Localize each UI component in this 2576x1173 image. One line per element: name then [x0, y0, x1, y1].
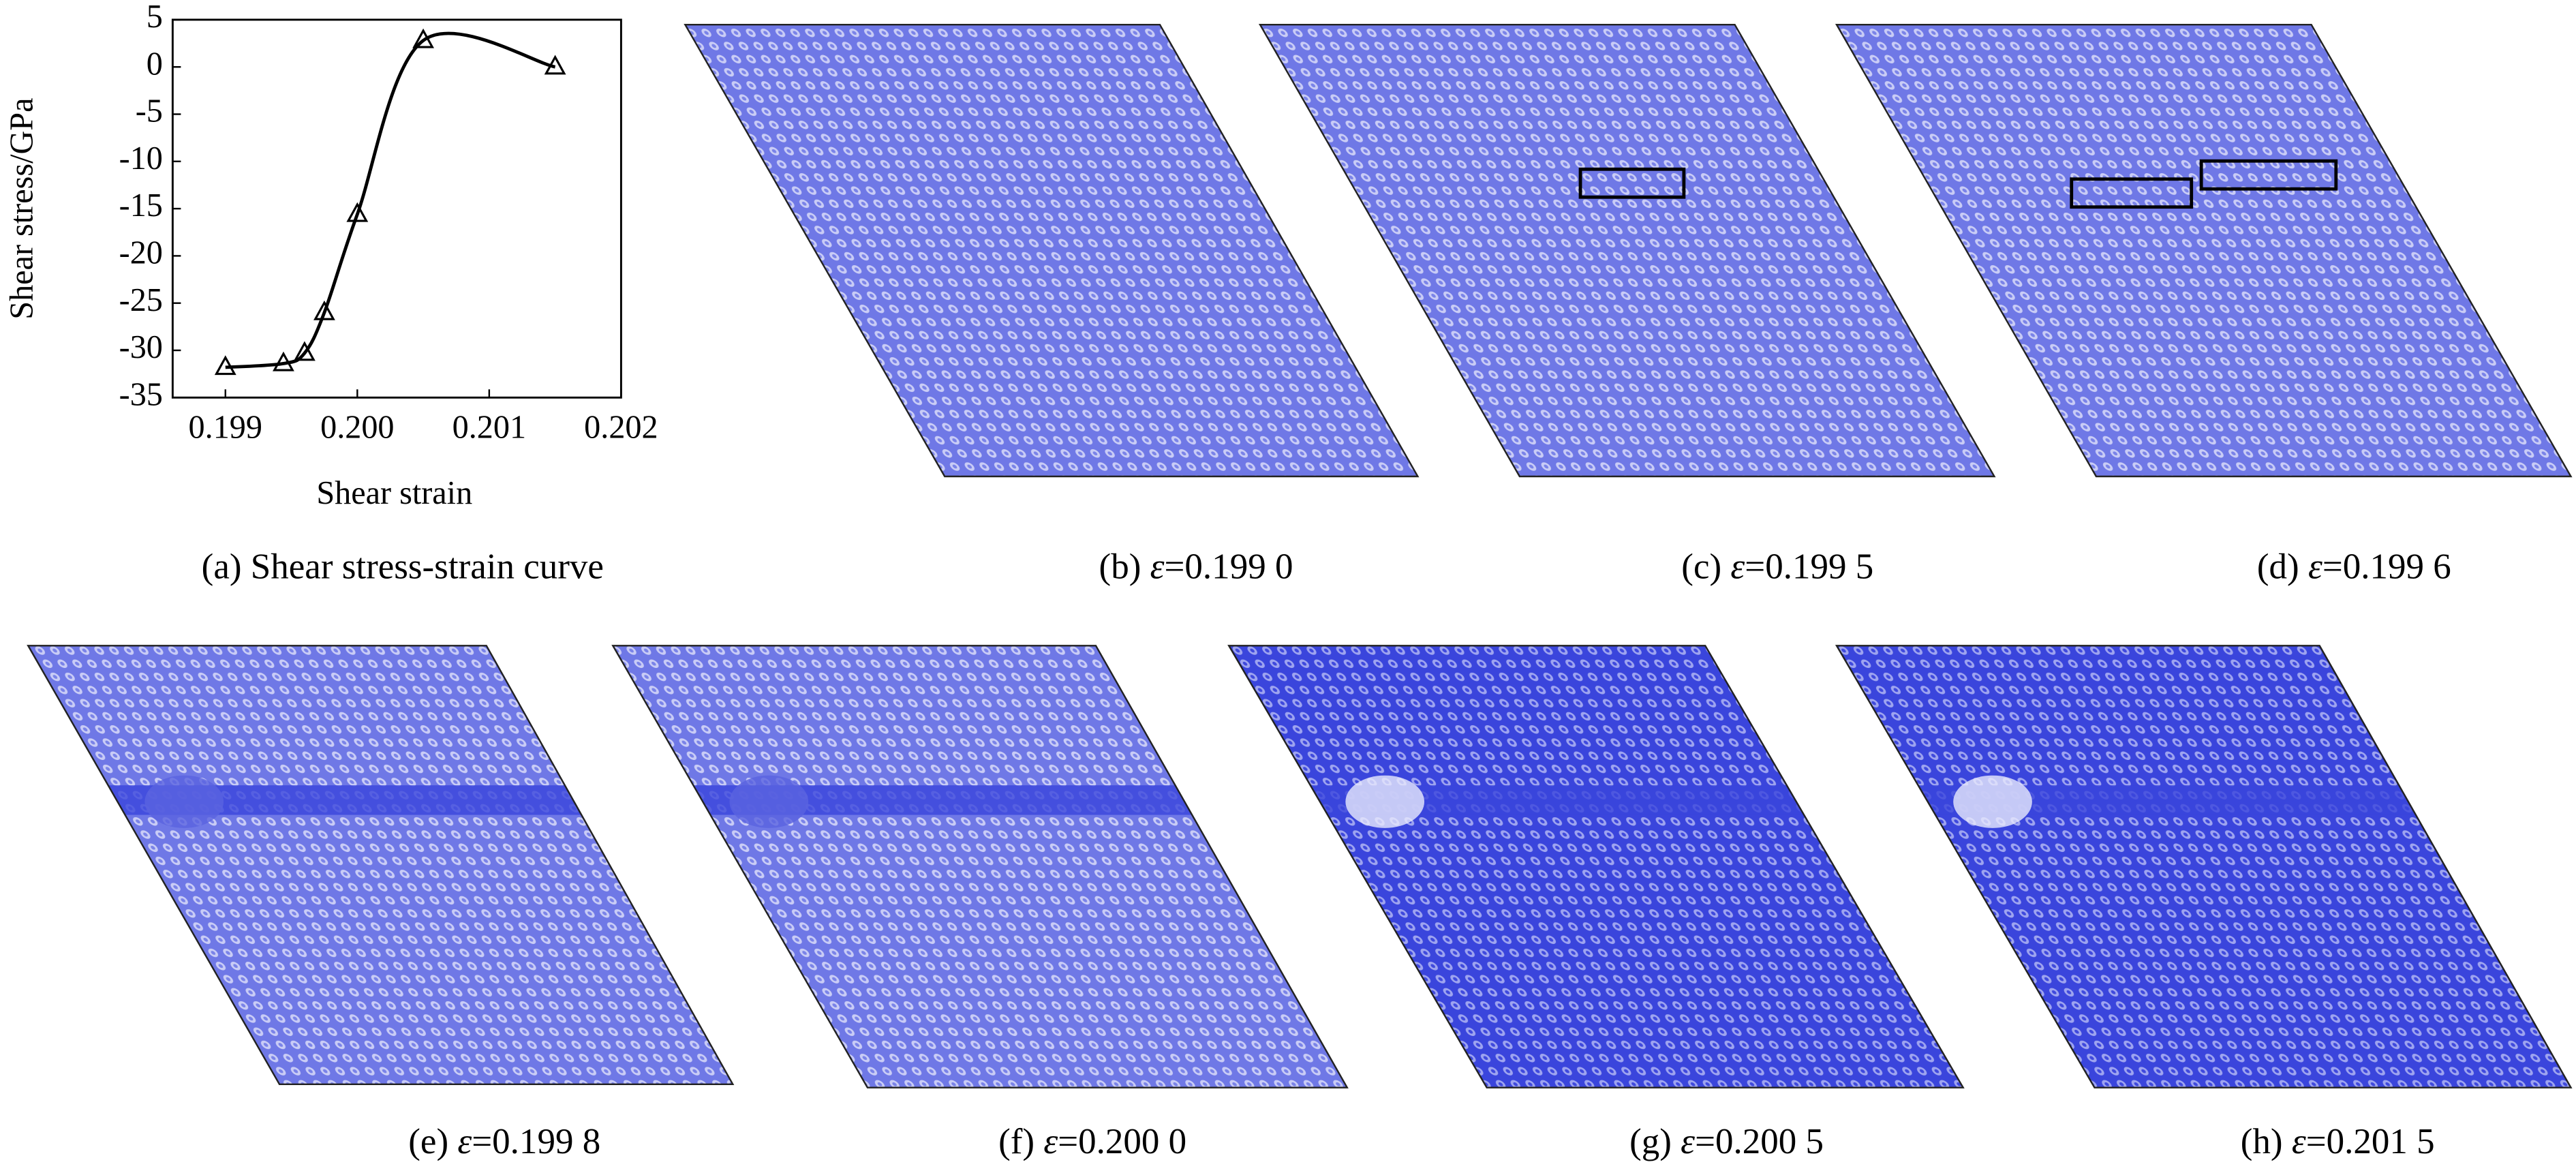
y-axis-label: Shear stress/GPa [3, 98, 40, 320]
defect-spot [1953, 775, 2032, 828]
panel-edge [1835, 645, 2573, 1088]
caption-value: =0.199 8 [472, 1122, 600, 1161]
caption-symbol: ε [2292, 1122, 2306, 1161]
panel-edge [1227, 645, 1965, 1088]
panel-caption: (b) ε=0.199 0 [1099, 547, 1293, 587]
defect-spot [729, 775, 809, 828]
y-tick-label: -20 [119, 234, 163, 271]
x-tick-label: 0.200 [320, 410, 394, 446]
lattice [1837, 645, 2571, 1088]
marker [273, 351, 294, 371]
marker [346, 202, 369, 222]
x-axis-label: Shear strain [316, 475, 472, 511]
caption-symbol: ε [1043, 1122, 1058, 1161]
panel-caption: (e) ε=0.199 8 [408, 1122, 600, 1161]
marker [412, 28, 434, 48]
panel-caption: (f) ε=0.200 0 [998, 1122, 1186, 1161]
caption-letter: (g) [1629, 1122, 1672, 1161]
panel-caption: (d) ε=0.199 6 [2257, 547, 2451, 587]
y-tick-label: 0 [147, 46, 163, 82]
y-tick-label: -5 [136, 93, 163, 130]
defect-spot [144, 775, 224, 828]
x-tick-label: 0.201 [453, 410, 526, 446]
caption-value: =0.201 5 [2306, 1122, 2435, 1161]
lattice [1260, 25, 1995, 477]
caption-value: =0.199 5 [1745, 547, 1873, 587]
caption-symbol: ε [1730, 547, 1745, 587]
y-tick-label: -15 [119, 187, 163, 224]
caption-letter: (h) [2241, 1122, 2283, 1161]
lattice [1837, 25, 2571, 477]
caption-letter: (e) [408, 1122, 448, 1161]
y-tick-label: -25 [119, 282, 163, 318]
panel-edge [1835, 23, 2573, 478]
caption-letter: (c) [1681, 547, 1721, 587]
caption-symbol: ε [1681, 1122, 1695, 1161]
caption-letter: (f) [998, 1122, 1034, 1161]
panel-caption: (a) Shear stress-strain curve [202, 547, 604, 587]
y-tick-label: -30 [119, 329, 163, 365]
caption-value: =0.199 0 [1165, 547, 1293, 587]
lattice [613, 645, 1347, 1088]
plot-frame [171, 18, 622, 399]
simulation-panel [1260, 25, 1995, 477]
caption-value: =0.200 0 [1058, 1122, 1186, 1161]
panel-edge [684, 23, 1420, 478]
panel-caption: (c) ε=0.199 5 [1681, 547, 1873, 587]
highlight-boxes [1578, 159, 2338, 209]
y-tick-label: -35 [119, 376, 163, 412]
lattice [1229, 645, 1963, 1088]
marker [544, 55, 566, 75]
panel-caption: (h) ε=0.201 5 [2241, 1122, 2435, 1161]
marker [214, 355, 236, 376]
caption-value: =0.200 5 [1695, 1122, 1824, 1161]
lattice [685, 25, 1418, 477]
caption-symbol: ε [1150, 547, 1165, 587]
caption-symbol: ε [2308, 547, 2322, 587]
defect-spot [1345, 775, 1425, 828]
panel-edge [611, 645, 1349, 1088]
panel-caption: (g) ε=0.200 5 [1629, 1122, 1824, 1161]
y-tick-label: -10 [119, 140, 163, 177]
marker [313, 300, 335, 320]
simulation-panel [685, 25, 1418, 477]
defect-box [2199, 159, 2338, 191]
x-tick-label: 0.199 [189, 410, 262, 446]
caption-letter: (b) [1099, 547, 1141, 587]
panel-edge [27, 645, 735, 1086]
y-tick-label: 5 [147, 0, 163, 35]
defect-box [2070, 177, 2194, 209]
curve [225, 31, 556, 369]
caption-value: =0.199 6 [2322, 547, 2451, 587]
panel-edge [1258, 23, 1996, 478]
marker [293, 341, 316, 361]
x-tick-label: 0.202 [584, 410, 658, 446]
lattice [28, 645, 733, 1084]
caption-letter: (d) [2257, 547, 2299, 587]
simulation-panel [1837, 645, 2571, 1088]
shear-band [1837, 785, 2571, 815]
panels: (b) ε=0.199 0 (c) ε=0.199 5 (d) ε=0.199 6(… [27, 23, 2573, 1161]
caption-symbol: ε [457, 1122, 472, 1161]
simulation-panel [1837, 25, 2571, 477]
defect-box [1578, 167, 1686, 199]
